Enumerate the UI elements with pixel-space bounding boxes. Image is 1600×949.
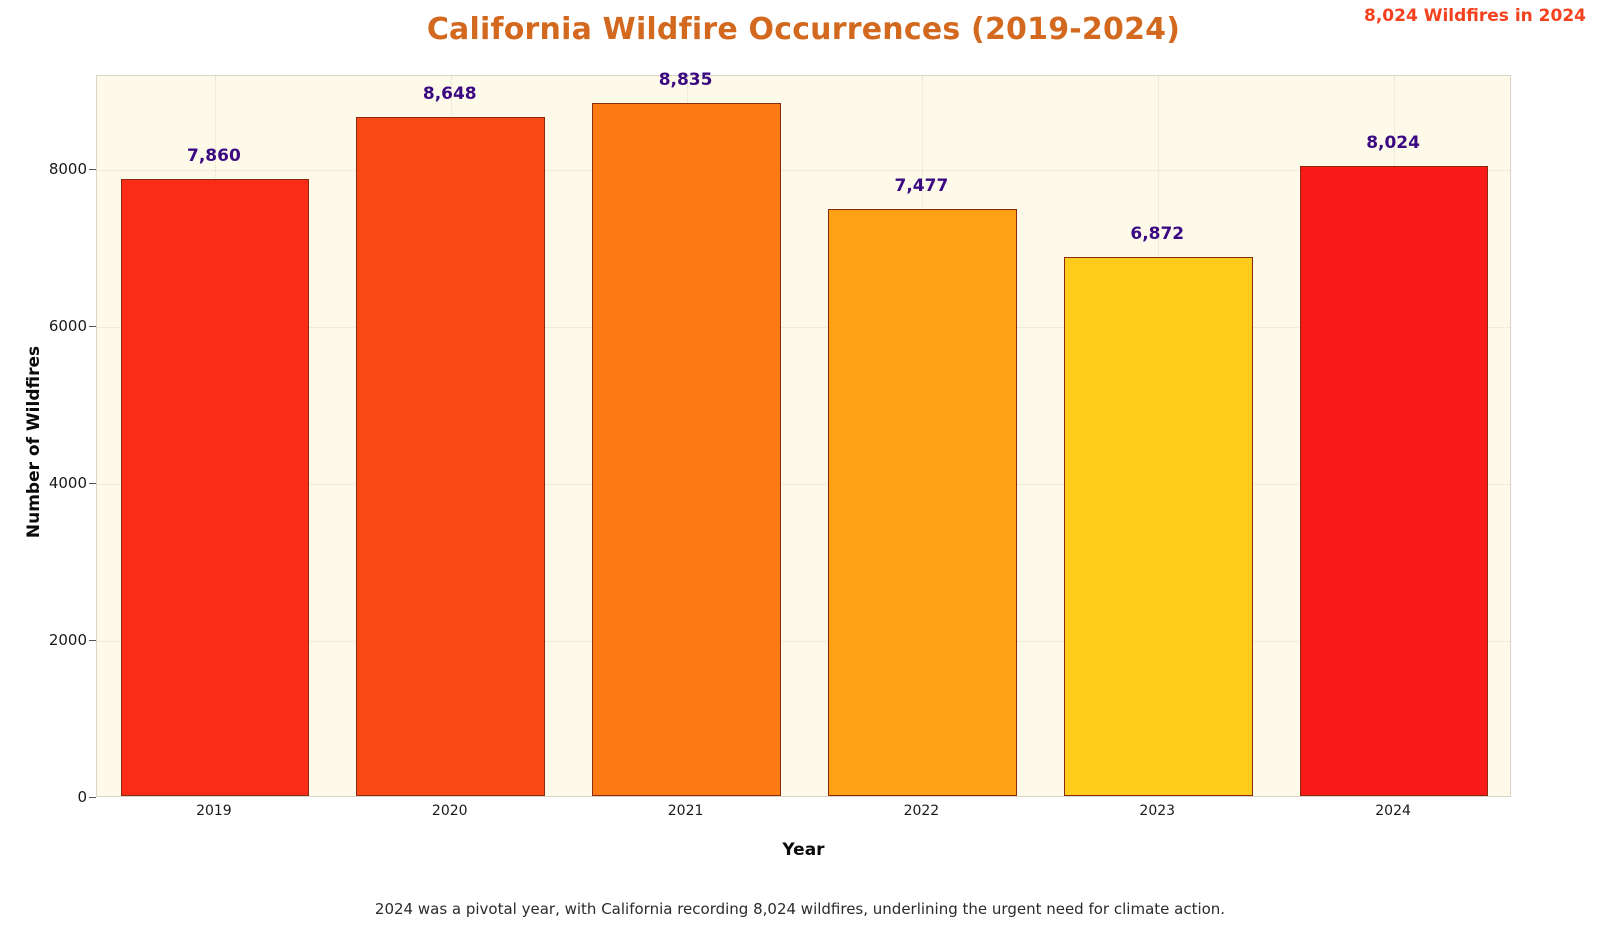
plot-inner <box>97 76 1510 796</box>
chart-caption: 2024 was a pivotal year, with California… <box>374 900 1226 918</box>
gridline-horizontal <box>97 327 1510 329</box>
y-axis-label: Number of Wildfires <box>24 345 44 539</box>
plot-area <box>96 75 1511 797</box>
y-tick-mark <box>89 326 96 328</box>
y-tick-label: 8000 <box>48 160 87 179</box>
gridline-horizontal <box>97 484 1510 486</box>
x-tick-label-2020: 2020 <box>431 803 468 819</box>
bar-2024[interactable] <box>1299 166 1489 796</box>
bar-2020[interactable] <box>356 117 546 796</box>
y-tick-mark <box>89 640 96 642</box>
x-tick-label-2023: 2023 <box>1139 803 1176 819</box>
y-tick-label: 2000 <box>48 631 87 650</box>
bar-value-label-2024: 8,024 <box>1366 133 1420 154</box>
bar-value-label-2022: 7,477 <box>894 176 949 197</box>
x-axis-label: Year <box>782 840 825 860</box>
bar-2023[interactable] <box>1063 256 1253 796</box>
highlight-annotation: 8,024 Wildfires in 2024 <box>1364 6 1586 26</box>
x-tick-label-2019: 2019 <box>196 803 232 819</box>
bar-value-label-2020: 8,648 <box>422 84 477 105</box>
page-title: California Wildfire Occurrences (2019-20… <box>426 12 1181 47</box>
x-tick-label-2022: 2022 <box>903 803 940 819</box>
gridline-horizontal <box>97 641 1510 643</box>
y-tick-label: 0 <box>77 788 87 806</box>
y-tick-label: 4000 <box>48 474 87 493</box>
bar-2021[interactable] <box>592 102 781 796</box>
y-tick-mark <box>89 483 96 485</box>
x-tick-label-2024: 2024 <box>1375 803 1411 819</box>
bar-2022[interactable] <box>828 209 1017 796</box>
bar-2019[interactable] <box>120 179 310 796</box>
x-tick-label-2021: 2021 <box>667 803 704 819</box>
bar-value-label-2021: 8,835 <box>658 69 713 90</box>
bar-value-label-2019: 7,860 <box>187 146 241 167</box>
gridline-horizontal <box>97 170 1510 172</box>
bar-value-label-2023: 6,872 <box>1130 223 1185 244</box>
y-tick-mark <box>89 169 96 171</box>
y-tick-mark <box>89 797 96 798</box>
y-tick-label: 6000 <box>48 317 87 336</box>
